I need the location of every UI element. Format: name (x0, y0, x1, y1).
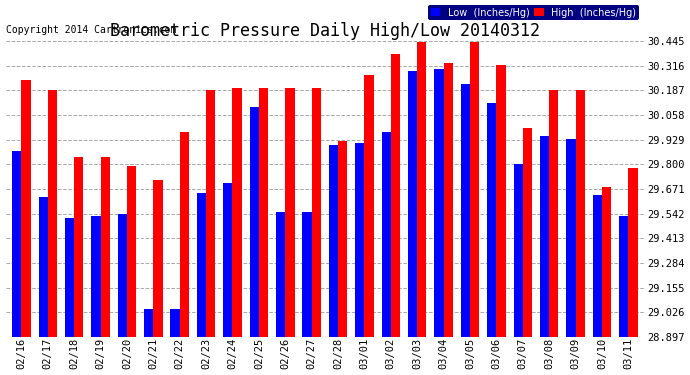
Bar (101, 157, 110, 337)
Bar (170, 309, 179, 337)
Bar (461, 84, 470, 337)
Bar (408, 71, 417, 337)
Bar (435, 69, 444, 337)
Bar (540, 136, 549, 337)
Bar (118, 214, 127, 337)
Bar (65, 218, 74, 337)
Bar (329, 145, 338, 337)
Bar (224, 183, 233, 337)
Bar (285, 88, 295, 337)
Bar (444, 63, 453, 337)
Legend: Low  (Inches/Hg), High  (Inches/Hg): Low (Inches/Hg), High (Inches/Hg) (428, 4, 640, 20)
Bar (127, 166, 136, 337)
Bar (496, 65, 506, 337)
Bar (312, 88, 321, 337)
Text: Copyright 2014 Cartronics.com: Copyright 2014 Cartronics.com (6, 25, 176, 35)
Bar (39, 197, 48, 337)
Bar (470, 42, 480, 337)
Bar (523, 128, 532, 337)
Bar (619, 216, 629, 337)
Bar (513, 164, 523, 337)
Bar (364, 75, 374, 337)
Bar (566, 140, 575, 337)
Bar (417, 42, 426, 337)
Bar (74, 157, 83, 337)
Bar (21, 80, 30, 337)
Bar (153, 180, 163, 337)
Bar (179, 132, 189, 337)
Bar (382, 132, 391, 337)
Bar (250, 107, 259, 337)
Bar (629, 168, 638, 337)
Bar (206, 90, 215, 337)
Title: Barometric Pressure Daily High/Low 20140312: Barometric Pressure Daily High/Low 20140… (110, 22, 540, 40)
Bar (91, 216, 101, 337)
Bar (575, 90, 585, 337)
Bar (355, 143, 364, 337)
Bar (302, 212, 312, 337)
Bar (391, 54, 400, 337)
Bar (144, 309, 153, 337)
Bar (602, 187, 611, 337)
Bar (593, 195, 602, 337)
Bar (12, 151, 21, 337)
Bar (338, 141, 347, 337)
Bar (549, 90, 558, 337)
Bar (259, 88, 268, 337)
Bar (487, 103, 496, 337)
Bar (233, 88, 241, 337)
Bar (276, 212, 285, 337)
Bar (197, 193, 206, 337)
Bar (48, 90, 57, 337)
